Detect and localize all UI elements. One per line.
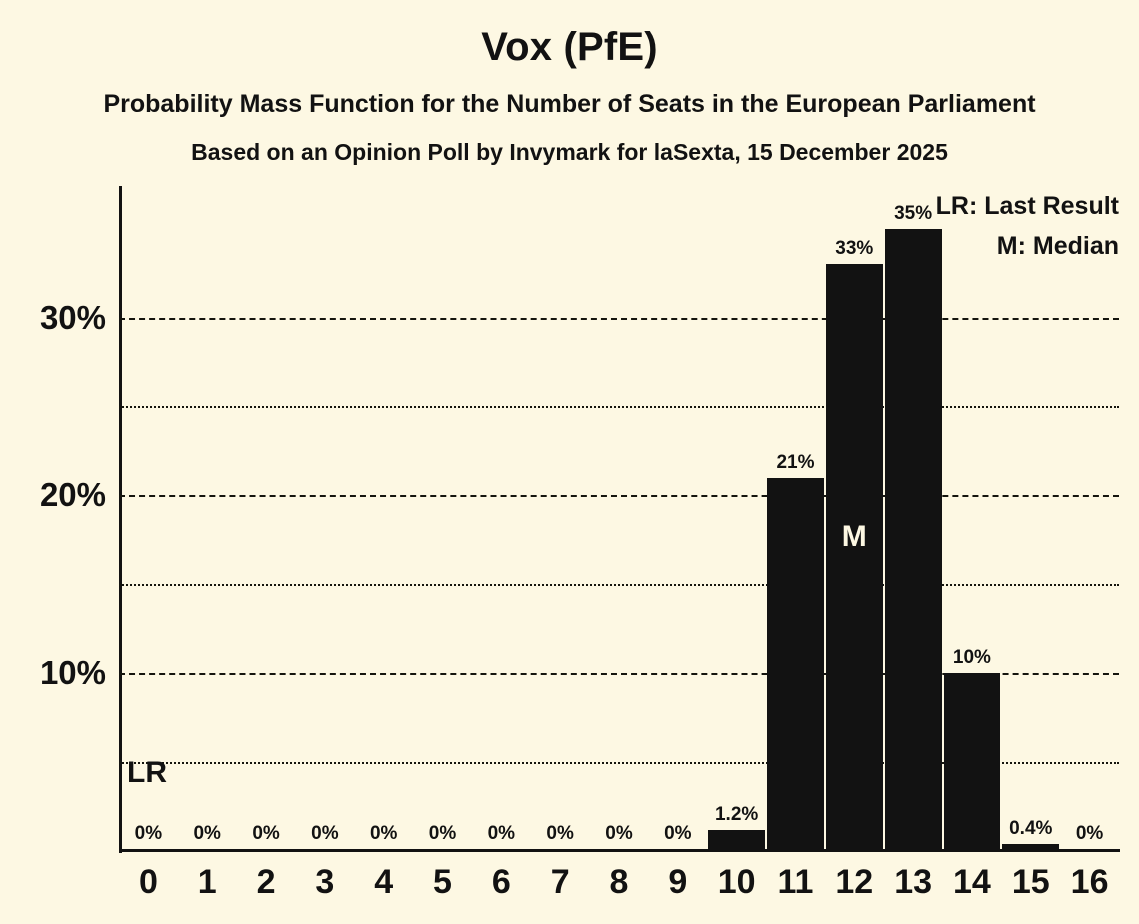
bar-slot-15[interactable]: 0.4% [1001, 186, 1060, 851]
bar-slot-0[interactable]: 0% [119, 186, 178, 851]
bar-slot-10[interactable]: 1.2% [707, 186, 766, 851]
x-axis-tick-label-9: 9 [668, 863, 688, 901]
x-axis-tick-label-4: 4 [374, 863, 394, 901]
x-axis-tick-label-8: 8 [609, 863, 629, 901]
bar-value-label-15: 0.4% [1009, 817, 1053, 839]
x-axis-tick-label-10: 10 [717, 863, 756, 901]
bar-value-label-9: 0% [664, 823, 692, 844]
x-axis-tick-label-14: 14 [953, 863, 991, 901]
x-axis-line [119, 849, 1120, 852]
x-axis-tick-label-7: 7 [550, 863, 570, 901]
x-axis-tick-label-6: 6 [491, 863, 511, 901]
x-axis-tick-label-16: 16 [1070, 863, 1109, 901]
bar-slot-4[interactable]: 0% [354, 186, 413, 851]
gridline-20 [119, 495, 1119, 498]
x-axis-tick-label-11: 11 [777, 863, 814, 901]
gridline-dotted-15 [119, 584, 1119, 587]
y-axis-tick-label: 10% [39, 654, 106, 692]
chart-title: Vox (PfE) [481, 25, 658, 69]
bar-value-label-16: 0% [1075, 823, 1104, 844]
y-axis-tick-label: 30% [39, 298, 106, 336]
x-axis-tick-label-3: 3 [315, 863, 335, 901]
bar-slot-9[interactable]: 0% [648, 186, 707, 851]
x-axis-tick-label-0: 0 [138, 863, 158, 901]
legend-median: M: Median [996, 232, 1119, 260]
bar-value-label-10: 1.2% [714, 803, 759, 825]
bar-value-label-8: 0% [605, 823, 633, 844]
bar-slot-8[interactable]: 0% [590, 186, 649, 851]
bar-15[interactable] [1002, 843, 1060, 851]
bar-14[interactable] [943, 673, 1001, 851]
bar-value-label-11: 21% [776, 451, 815, 473]
legend-last-result: LR: Last Result [935, 192, 1119, 220]
bar-10[interactable] [708, 829, 766, 851]
median-marker: M [841, 519, 867, 553]
bar-value-label-0: 0% [134, 823, 163, 844]
bar-13[interactable] [884, 228, 942, 851]
bar-slot-7[interactable]: 0% [531, 186, 590, 851]
x-axis-tick-label-12: 12 [835, 863, 874, 901]
bar-value-label-1: 0% [193, 823, 221, 844]
last-result-marker: LR [127, 756, 167, 790]
bar-slot-2[interactable]: 0% [237, 186, 296, 851]
bar-slot-1[interactable]: 0% [178, 186, 237, 851]
bar-11[interactable] [767, 477, 824, 851]
plot-area: 10% 20% 30% 0% 0% 0% 0% 0% 0% 0% 0% 0% 0% 1.2% 21% 33% M… [40, 186, 1119, 851]
bar-value-label-12: 33% [835, 238, 874, 260]
x-axis-tick-label-13: 13 [894, 863, 933, 901]
x-axis-tick-label-1: 1 [197, 863, 217, 901]
bar-slot-16[interactable]: 0% [1060, 186, 1119, 851]
bar-value-label-13: 35% [894, 202, 933, 224]
bar-value-label-6: 0% [487, 823, 516, 844]
gridline-10 [119, 673, 1119, 676]
bar-slot-5[interactable]: 0% [413, 186, 472, 851]
x-axis-tick-label-2: 2 [256, 863, 276, 901]
y-axis-line [119, 186, 122, 853]
bar-slot-12[interactable]: 33% M [825, 186, 884, 851]
bar-slot-14[interactable]: 10% [943, 186, 1002, 851]
copyright-notice: © 2025 Filip van Laenen [1107, 0, 1123, 4]
bar-value-label-5: 0% [428, 823, 457, 844]
bar-value-label-14: 10% [952, 647, 991, 669]
bar-12[interactable] [825, 264, 883, 851]
chart-legend: LR: Last Result M: Median [936, 186, 1119, 266]
bar-value-label-2: 0% [252, 823, 280, 844]
x-axis-tick-label-15: 15 [1011, 863, 1050, 901]
bar-slot-11[interactable]: 21% [766, 186, 825, 851]
bar-value-label-4: 0% [369, 823, 398, 844]
bar-slot-13[interactable]: 35% [884, 186, 943, 851]
bar-value-label-7: 0% [546, 823, 574, 844]
y-axis-tick-label: 20% [39, 476, 106, 514]
x-axis-tick-label-5: 5 [433, 863, 452, 901]
chart-subtitle: Probability Mass Function for the Number… [103, 90, 1036, 118]
gridline-dotted-25 [119, 406, 1119, 409]
gridline-dotted-5 [119, 762, 1119, 765]
gridline-30 [119, 317, 1119, 320]
bar-slot-3[interactable]: 0% [295, 186, 354, 851]
bar-slot-6[interactable]: 0% [472, 186, 531, 851]
bar-value-label-3: 0% [311, 823, 339, 844]
chart-source-line: Based on an Opinion Poll by Invymark for… [191, 139, 948, 165]
